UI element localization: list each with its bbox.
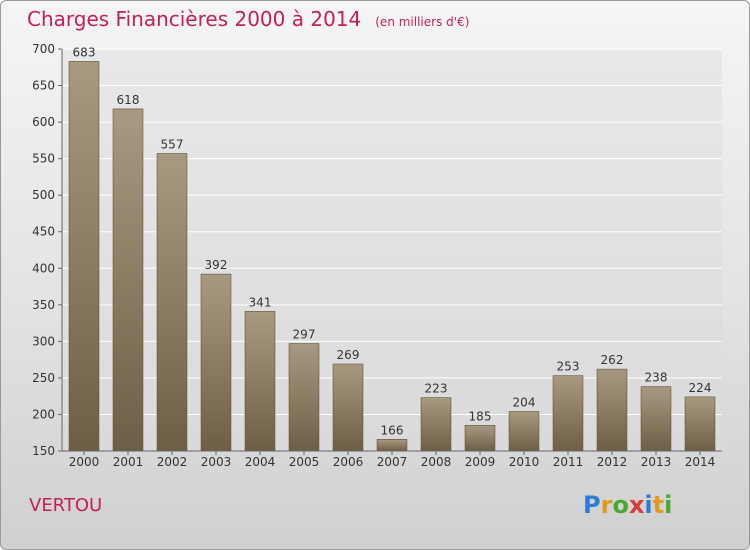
value-label: 185 [469, 409, 492, 423]
unit-note: (en milliers d'€) [375, 15, 470, 29]
y-tick-label: 450 [32, 225, 55, 239]
y-tick-label: 300 [32, 334, 55, 348]
x-tick-label: 2009 [465, 455, 496, 469]
value-label: 238 [645, 371, 668, 385]
y-tick-label: 700 [32, 42, 55, 56]
bar-2009 [464, 425, 496, 452]
y-tick-label: 600 [32, 115, 55, 129]
x-tick-label: 2006 [333, 455, 364, 469]
y-tick-label: 500 [32, 188, 55, 202]
y-tick-label: 550 [32, 152, 55, 166]
bars: 683 618 557 392 341 297 269 166 223 185 204 253 262 2… [68, 45, 716, 452]
y-tick-label: 200 [32, 407, 55, 421]
x-tick-label: 2005 [289, 455, 320, 469]
y-axis: 150 200 250 300 350 400 450 500 550 600 650 700 [32, 42, 63, 458]
value-label: 262 [601, 353, 624, 367]
bar-2005 [288, 343, 320, 452]
logo-letter: i [664, 491, 673, 519]
x-tick-label: 2002 [157, 455, 188, 469]
bar-2011 [552, 375, 584, 452]
x-tick-label: 2008 [421, 455, 452, 469]
commune-name: VERTOU [29, 495, 103, 516]
y-tick-label: 150 [32, 444, 55, 458]
title-text: Charges Financières 2000 à 2014 [27, 7, 362, 31]
x-tick-label: 2013 [641, 455, 672, 469]
x-tick-label: 2001 [113, 455, 144, 469]
x-tick-label: 2012 [597, 455, 628, 469]
value-label: 223 [425, 382, 448, 396]
bar-2003 [200, 273, 232, 452]
bar-2008 [420, 397, 452, 452]
bar-2001 [112, 108, 144, 452]
value-label: 683 [73, 45, 96, 59]
y-tick-label: 400 [32, 261, 55, 275]
y-tick-label: 350 [32, 298, 55, 312]
value-label: 269 [337, 348, 360, 362]
y-tick-label: 250 [32, 371, 55, 385]
bar-2006 [332, 363, 364, 452]
chart-title: Charges Financières 2000 à 2014 (en milli… [27, 7, 469, 31]
bar-2004 [244, 311, 276, 452]
x-tick-label: 2003 [201, 455, 232, 469]
logo-letter: o [612, 491, 629, 519]
value-label: 224 [689, 381, 712, 395]
x-tick-label: 2010 [509, 455, 540, 469]
value-label: 204 [513, 396, 536, 410]
bar-2014 [684, 396, 716, 452]
x-tick-label: 2007 [377, 455, 408, 469]
x-tick-label: 2000 [69, 455, 100, 469]
logo-letter: x [628, 491, 645, 519]
y-tick-label: 650 [32, 79, 55, 93]
x-tick-label: 2011 [553, 455, 584, 469]
x-axis: 2000 2001 2002 2003 2004 2005 2006 2007 2008 2009… [62, 450, 722, 469]
logo-letter: t [652, 491, 665, 519]
bar-2002 [156, 153, 188, 452]
value-label: 166 [381, 423, 404, 437]
value-label: 557 [161, 138, 184, 152]
value-label: 392 [205, 258, 228, 272]
logo-letter: i [644, 491, 653, 519]
value-label: 297 [293, 328, 316, 342]
bar-2013 [640, 386, 672, 452]
value-label: 341 [249, 295, 272, 309]
logo-letter: P [583, 491, 601, 519]
x-tick-label: 2004 [245, 455, 276, 469]
bar-2012 [596, 368, 628, 452]
logo-letter: r [600, 491, 613, 519]
bar-2010 [508, 411, 540, 452]
value-label: 618 [117, 93, 140, 107]
bar-2000 [68, 61, 100, 452]
value-label: 253 [557, 360, 580, 374]
proxiti-logo: Proxiti [583, 491, 672, 519]
bar-2007 [376, 439, 408, 452]
x-tick-label: 2014 [685, 455, 716, 469]
